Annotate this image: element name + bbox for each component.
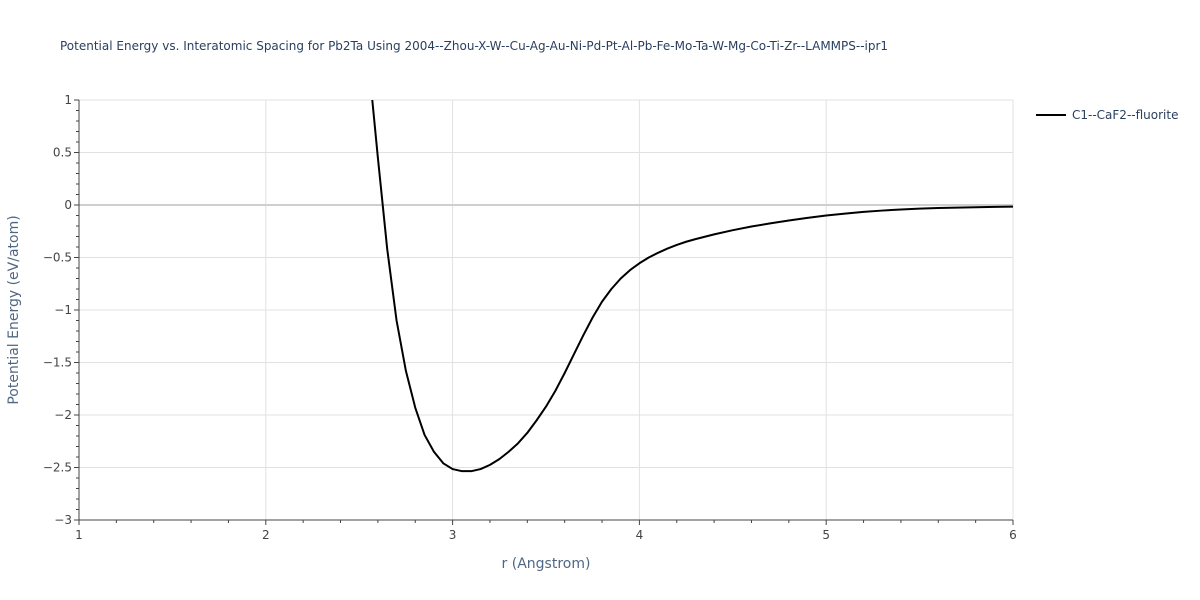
x-tick-label: 1 <box>75 528 83 542</box>
x-tick-label: 4 <box>636 528 644 542</box>
x-tick-label: 5 <box>822 528 830 542</box>
axes: 1 2 3 4 5 6 −3 −2.5 −2 −1.5 −1 −0.5 0 0.5 1 <box>43 93 1017 542</box>
x-axis-label: r (Angstrom) <box>502 556 591 572</box>
grid-lines <box>79 99 1014 520</box>
y-tick-label: 1 <box>64 93 72 107</box>
y-tick-label: −0.5 <box>43 251 72 265</box>
y-tick-label: −1 <box>54 303 72 317</box>
y-tick-label: 0 <box>64 198 72 212</box>
x-tick-label: 6 <box>1009 528 1017 542</box>
legend-label-c1-caf2-fluorite: C1--CaF2--fluorite <box>1072 108 1178 122</box>
y-axis-label: Potential Energy (eV/atom) <box>6 215 22 404</box>
y-tick-label: 0.5 <box>53 146 72 160</box>
y-tick-label: −2.5 <box>43 461 72 475</box>
plot-area <box>371 100 1013 473</box>
y-tick-label: −2 <box>54 408 72 422</box>
x-tick-label: 3 <box>449 528 457 542</box>
chart-title: Potential Energy vs. Interatomic Spacing… <box>60 39 888 53</box>
y-tick-label: −1.5 <box>43 356 72 370</box>
y-tick-label: −3 <box>54 513 72 527</box>
series-line-c1-caf2-fluorite <box>371 100 1013 473</box>
legend[interactable]: C1--CaF2--fluorite <box>1036 108 1178 122</box>
x-tick-label: 2 <box>262 528 270 542</box>
